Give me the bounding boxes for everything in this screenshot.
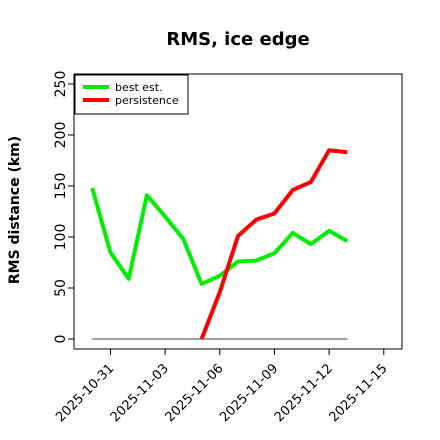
y-axis-label: RMS distance (km): [7, 136, 23, 284]
y-tick-label: 0: [53, 335, 69, 344]
series-layer: [90, 148, 349, 340]
y-tick-label: 100: [53, 224, 69, 251]
x-axis: 2025-10-312025-11-032025-11-062025-11-09…: [53, 349, 391, 425]
legend-label-persistence: persistence: [115, 94, 179, 107]
legend-label-best-est: best est.: [115, 81, 163, 94]
series-line-persistence: [199, 148, 348, 340]
x-tick-label: 2025-11-15: [327, 361, 391, 425]
y-tick-label: 50: [53, 279, 69, 297]
plot-frame: [73, 73, 403, 350]
y-tick-label: 250: [53, 71, 69, 98]
y-tick-label: 150: [53, 173, 69, 200]
legend-box: [74, 74, 189, 115]
series-line-best-est: [90, 187, 349, 286]
chart-title: RMS, ice edge: [166, 29, 309, 50]
legend: best est. persistence: [74, 74, 189, 115]
y-tick-label: 200: [53, 122, 69, 149]
y-axis: 0 50 100 150 200 250: [53, 71, 74, 344]
